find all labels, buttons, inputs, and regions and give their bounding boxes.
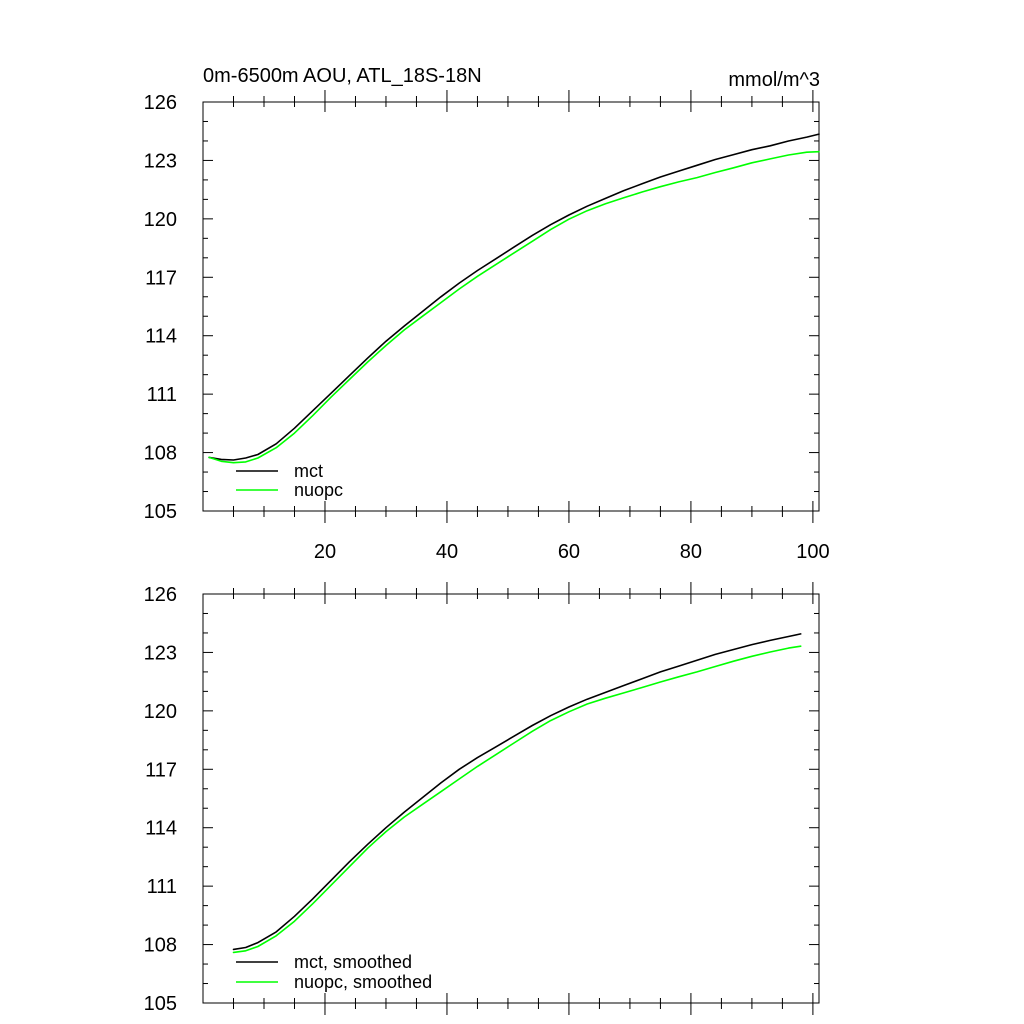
x-tick-label: 60 — [558, 541, 580, 563]
axis-ticks: 105 108 111 114 117 120 123 126 20 40 60 80 100 — [144, 90, 830, 563]
legend: mct nuopc — [236, 461, 343, 500]
axis-ticks: 105 108 111 114 117 120 123 126 — [144, 582, 819, 1015]
chart-title: 0m-6500m AOU, ATL_18S-18N — [203, 65, 482, 87]
x-tick-label: 80 — [680, 541, 702, 563]
y-tick-label: 126 — [144, 584, 177, 606]
y-tick-label: 111 — [147, 876, 177, 898]
y-tick-label: 105 — [144, 993, 177, 1015]
x-tick-label: 40 — [436, 541, 458, 563]
y-tick-label: 117 — [145, 759, 177, 781]
y-tick-label: 126 — [144, 92, 177, 114]
y-tick-label: 123 — [144, 150, 177, 172]
x-tick-label: 20 — [314, 541, 336, 563]
y-tick-label: 120 — [144, 209, 177, 231]
legend-label-mct: mct — [294, 461, 323, 481]
plot-frame — [202, 593, 820, 1004]
y-tick-label: 114 — [145, 326, 177, 348]
y-tick-label: 117 — [145, 267, 177, 289]
series-line-mct — [208, 133, 820, 461]
legend-label-mct-smoothed: mct, smoothed — [294, 952, 412, 972]
bottom-panel: 105 108 111 114 117 120 123 126 mct, smoothed n… — [144, 582, 820, 1015]
series-line-nuopc — [208, 150, 820, 464]
y-tick-label: 114 — [145, 818, 177, 840]
units-label: mmol/m^3 — [728, 69, 820, 91]
y-tick-label: 120 — [144, 701, 177, 723]
series-lines — [208, 133, 820, 464]
y-tick-label: 108 — [144, 443, 177, 465]
plot-frame — [202, 101, 820, 512]
y-tick-label: 111 — [147, 384, 177, 406]
legend-label-nuopc: nuopc — [294, 480, 343, 500]
y-tick-label: 105 — [144, 501, 177, 523]
y-tick-label: 108 — [144, 935, 177, 957]
legend: mct, smoothed nuopc, smoothed — [236, 952, 432, 992]
y-tick-label: 123 — [144, 642, 177, 664]
legend-label-nuopc-smoothed: nuopc, smoothed — [294, 972, 432, 992]
series-line-mct-smoothed — [232, 633, 802, 951]
x-tick-label: 100 — [796, 541, 829, 563]
series-line-nuopc-smoothed — [232, 645, 802, 954]
series-lines — [232, 633, 802, 954]
top-panel: 0m-6500m AOU, ATL_18S-18N mmol/m^3 10510… — [144, 65, 830, 563]
